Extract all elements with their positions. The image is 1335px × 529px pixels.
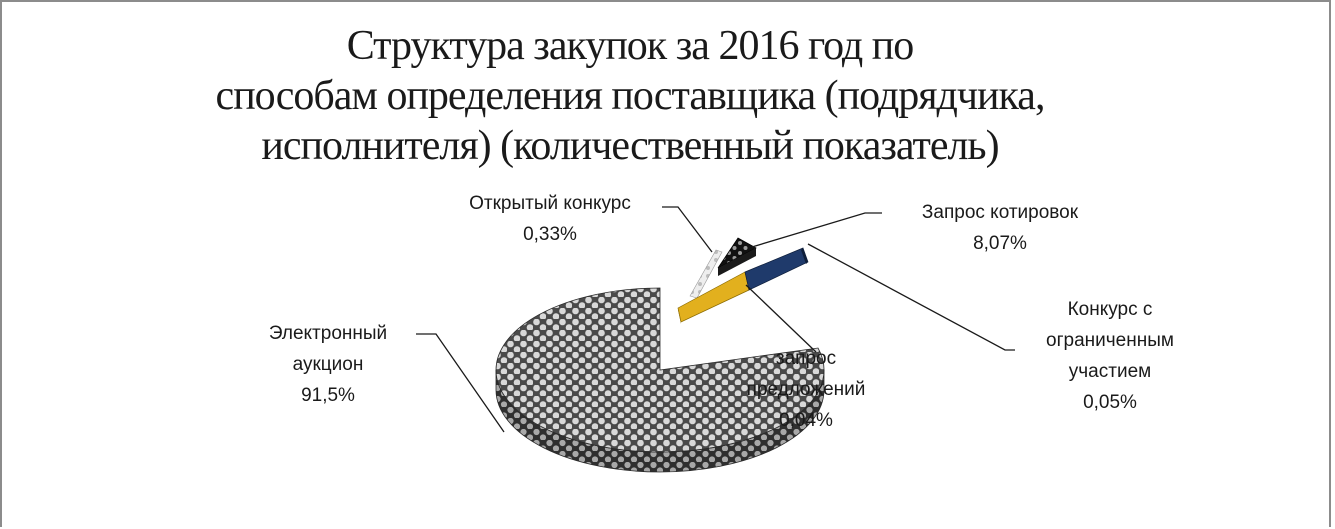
pie-slice-electronic-auction xyxy=(495,287,825,473)
leader-line-limited-tender xyxy=(807,243,1015,351)
label-proposal-request-name-2: предложений xyxy=(746,379,866,400)
pie-slice-open-tender xyxy=(689,249,723,299)
label-electronic-auction-value: 91,5% xyxy=(301,385,355,406)
chart-title-line-2: способам определения поставщика (подрядч… xyxy=(215,73,1046,119)
label-limited-tender-name-1: Конкурс с xyxy=(1067,299,1153,320)
label-proposal-request: запрос предложений 0,04% xyxy=(716,343,896,436)
label-limited-tender-name-3: участием xyxy=(1068,361,1152,382)
chart-title-line-1: Структура закупок за 2016 год по xyxy=(346,23,915,69)
leader-line-quotation-request xyxy=(751,212,882,248)
label-open-tender-value: 0,33% xyxy=(523,224,577,245)
leader-line-proposal-request xyxy=(745,284,817,353)
chart-title-line-3: исполнителя) (количественный показатель) xyxy=(261,123,999,169)
pie-slice-limited-tender xyxy=(744,247,809,291)
label-limited-tender-name-2: ограниченным xyxy=(1046,330,1174,351)
label-quotation-request: Запрос котировок 8,07% xyxy=(880,197,1120,259)
pie-slice-quotation-request xyxy=(717,237,757,276)
label-electronic-auction-name-1: Электронный xyxy=(268,323,388,344)
label-limited-tender: Конкурс с ограниченным участием 0,05% xyxy=(1010,294,1210,418)
label-limited-tender-value: 0,05% xyxy=(1083,392,1137,413)
label-quotation-request-value: 8,07% xyxy=(973,233,1027,254)
label-open-tender-name: Открытый конкурс xyxy=(469,193,631,214)
leader-line-electronic-auction xyxy=(416,333,505,433)
label-quotation-request-name: Запрос котировок xyxy=(921,202,1079,223)
label-electronic-auction-name-2: аукцион xyxy=(292,354,364,375)
pie-slice-proposal-request xyxy=(677,271,750,324)
label-proposal-request-name-1: запрос xyxy=(775,348,837,369)
label-proposal-request-value: 0,04% xyxy=(779,410,833,431)
label-electronic-auction: Электронный аукцион 91,5% xyxy=(228,318,428,411)
label-open-tender: Открытый конкурс 0,33% xyxy=(432,188,668,250)
leader-line-open-tender xyxy=(662,206,713,253)
